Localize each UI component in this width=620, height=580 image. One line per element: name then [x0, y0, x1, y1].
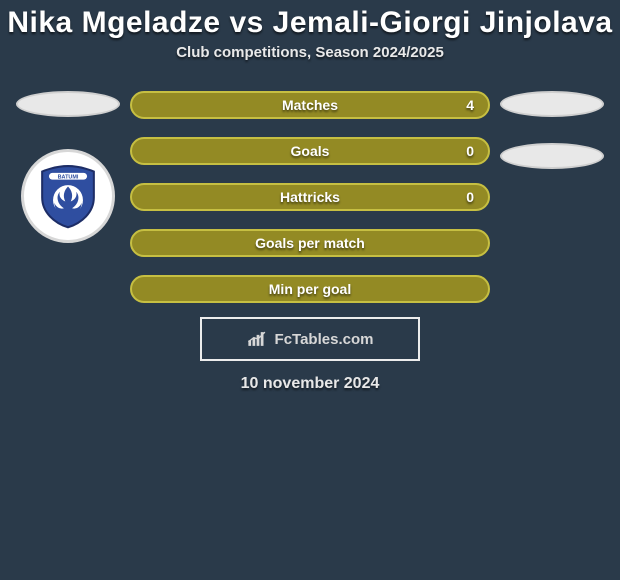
stat-value: 0 [466, 189, 474, 205]
stat-row: Goals per match [130, 229, 490, 257]
stat-row: Hattricks 0 [130, 183, 490, 211]
stat-row: Goals 0 [130, 137, 490, 165]
stat-row: Matches 4 [130, 91, 490, 119]
stat-label: Goals per match [255, 235, 365, 251]
page-subtitle: Club competitions, Season 2024/2025 [0, 44, 620, 61]
brand-attribution-box: FcTables.com [200, 317, 420, 361]
page-title: Nika Mgeladze vs Jemali-Giorgi Jinjolava [0, 0, 620, 42]
right-player-column [492, 91, 612, 169]
left-player-column: BATUMI [8, 91, 128, 243]
svg-text:BATUMI: BATUMI [58, 174, 79, 180]
comparison-infographic: Nika Mgeladze vs Jemali-Giorgi Jinjolava… [0, 0, 620, 580]
club-crest-icon: BATUMI [34, 162, 102, 230]
brand-text: FcTables.com [275, 331, 374, 348]
stat-label: Min per goal [269, 281, 351, 297]
player-right-ellipse-1 [500, 91, 604, 117]
player-right-ellipse-2 [500, 143, 604, 169]
player-left-ellipse [16, 91, 120, 117]
date-text: 10 november 2024 [241, 375, 380, 393]
bar-chart-icon [247, 330, 269, 348]
stat-label: Goals [291, 143, 330, 159]
stat-value: 4 [466, 97, 474, 113]
stat-row: Min per goal [130, 275, 490, 303]
stat-label: Hattricks [280, 189, 340, 205]
stats-list: Matches 4 Goals 0 Hattricks 0 Goals per match M… [128, 91, 492, 303]
player-left-club-crest: BATUMI [21, 149, 115, 243]
content-grid: BATUMI Matches 4 Goals 0 Hattricks 0 Goals per… [0, 91, 620, 303]
stat-value: 0 [466, 143, 474, 159]
stat-label: Matches [282, 97, 338, 113]
footer: FcTables.com 10 november 2024 [0, 317, 620, 393]
